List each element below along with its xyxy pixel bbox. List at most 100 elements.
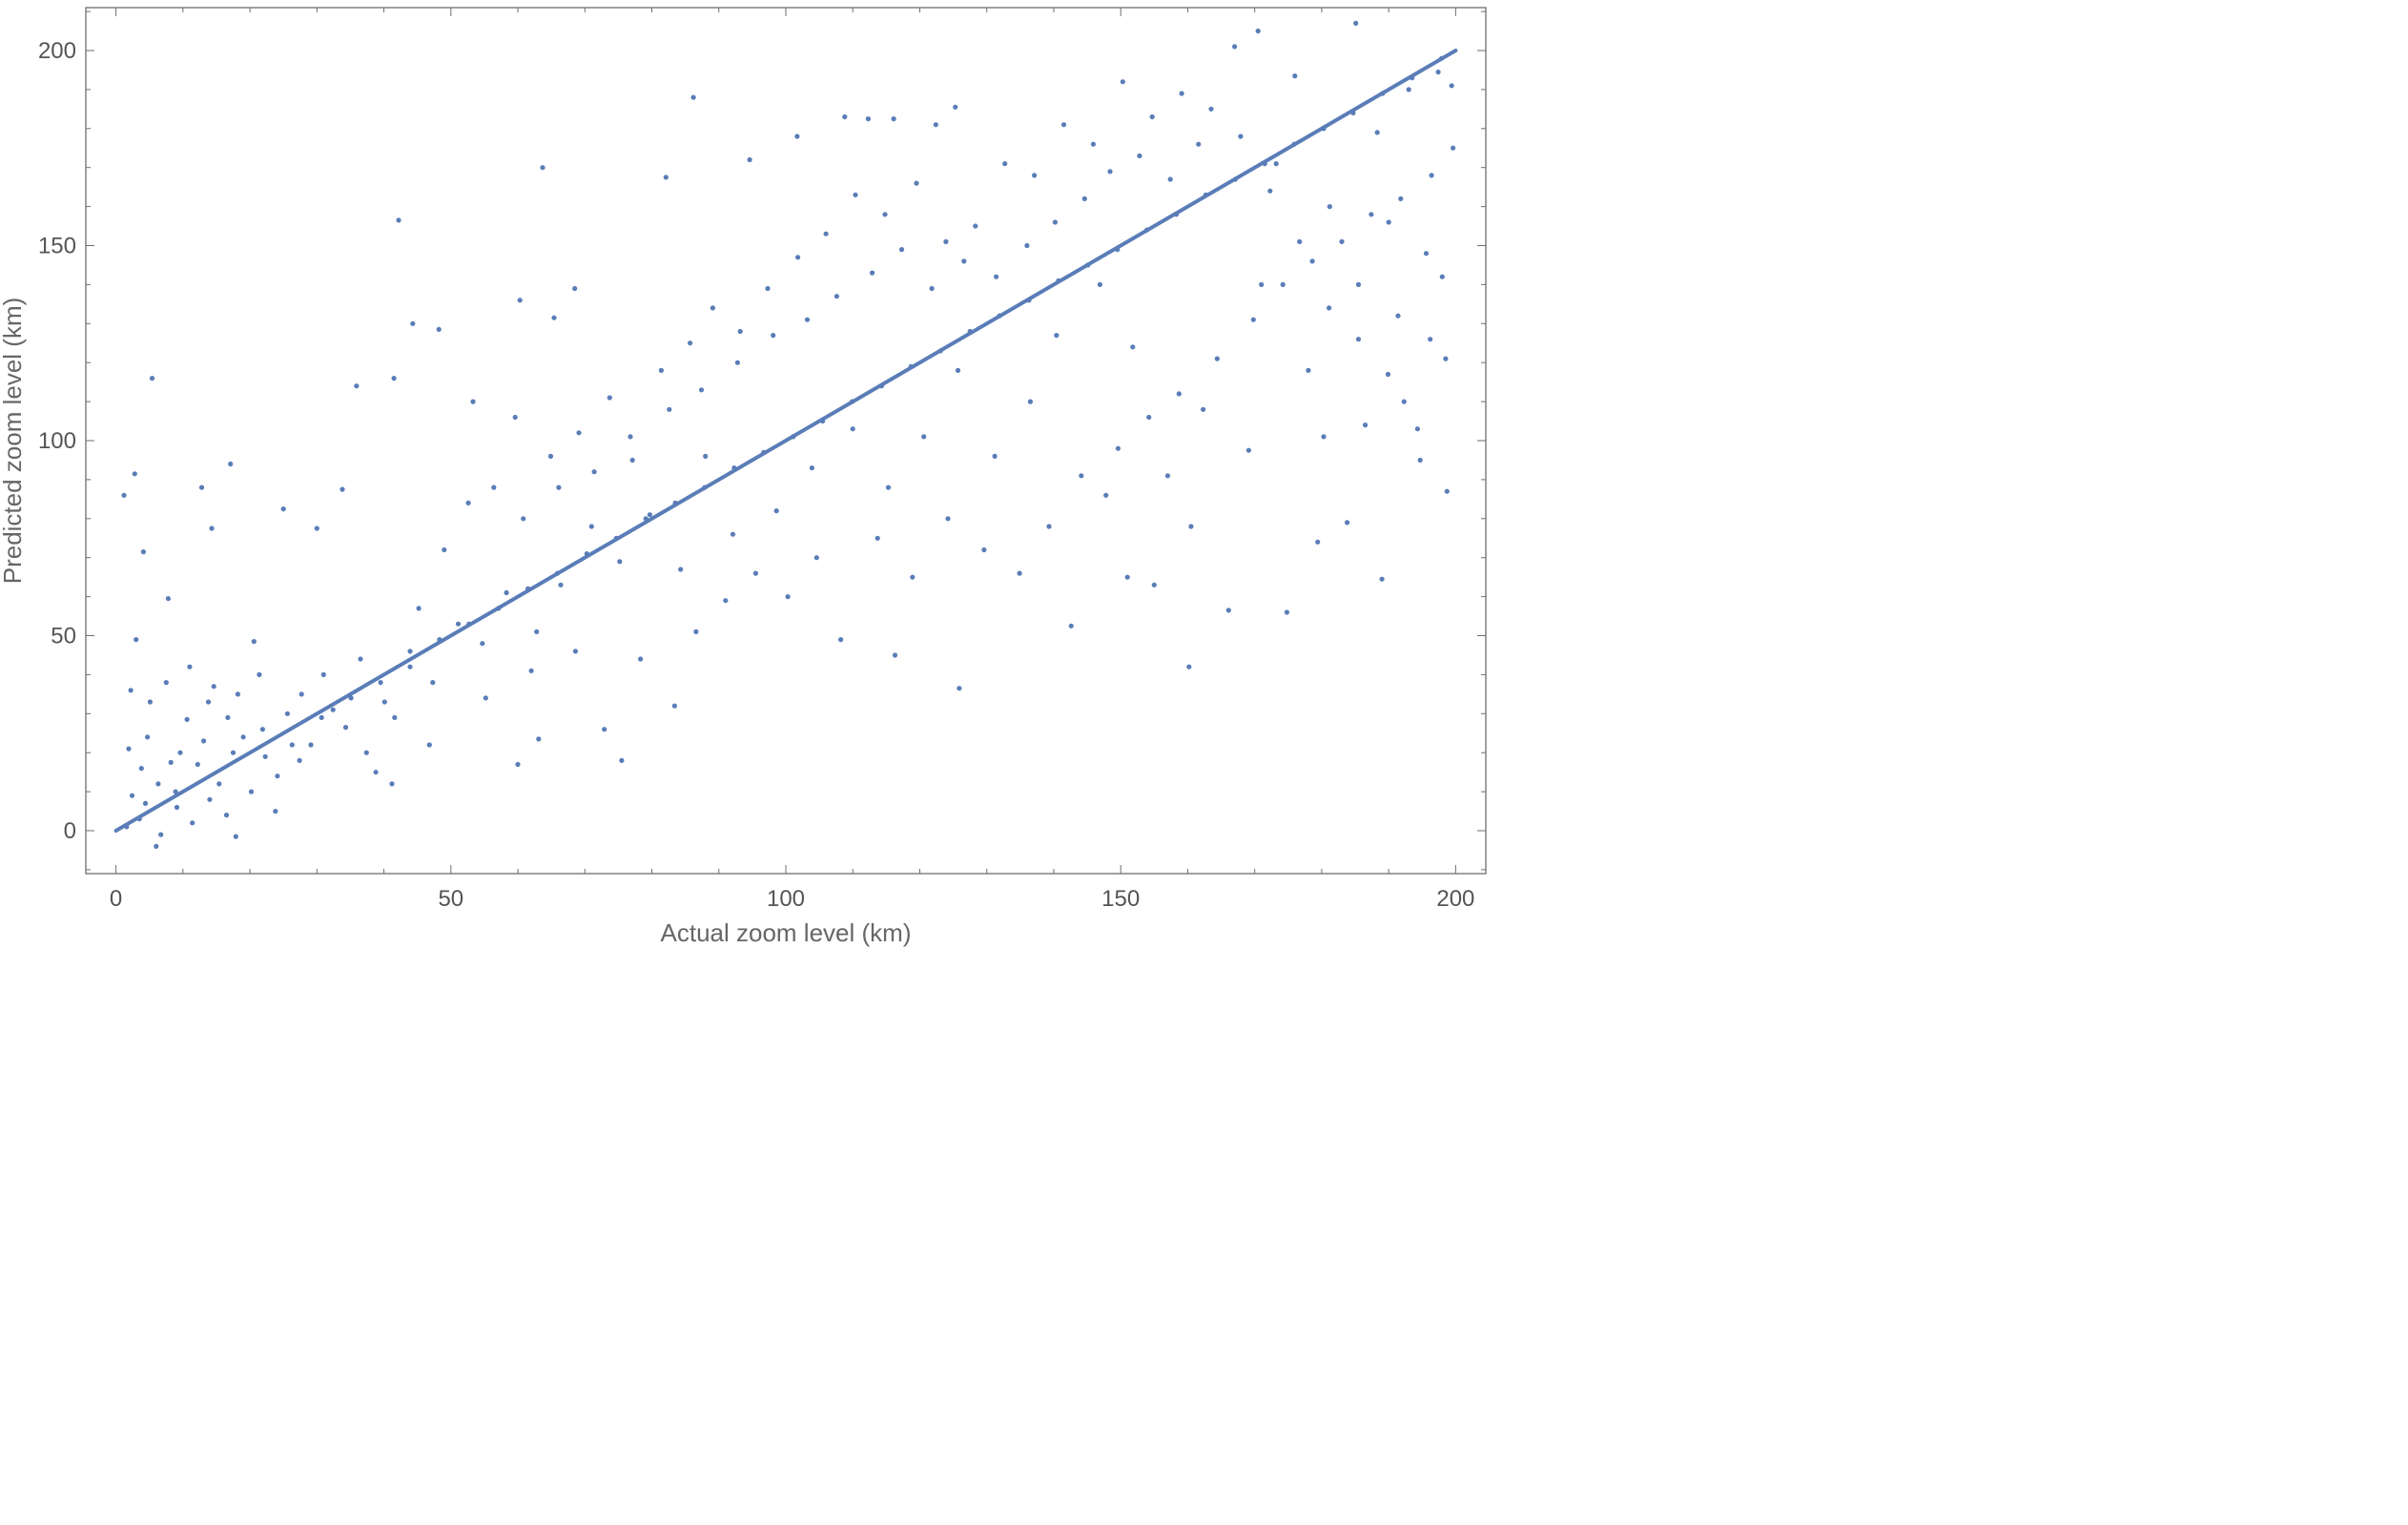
data-point [730,531,736,537]
data-point [658,367,665,373]
data-point [1451,145,1456,151]
data-point [1167,176,1173,182]
data-point [515,761,521,768]
data-point [348,695,354,701]
data-point [491,484,497,490]
data-point [1238,134,1244,139]
data-point [663,175,669,180]
data-point [201,738,207,744]
data-point [174,804,180,811]
data-point [1052,219,1058,225]
data-point [576,430,582,436]
data-point [1032,173,1038,178]
data-point [994,274,999,279]
data-point [747,156,752,163]
data-point [465,500,471,506]
data-point [1423,251,1430,257]
data-point [235,691,240,697]
data-point [1369,212,1374,217]
data-point [1214,356,1220,361]
data-point [953,104,958,110]
data-point [1379,576,1385,582]
data-point [470,399,476,404]
data-point [354,383,360,389]
data-point [297,757,302,764]
data-point [142,800,149,807]
data-point [556,484,562,490]
data-point [1115,445,1121,451]
data-point [1327,204,1332,210]
reference-line-layer [113,48,1458,834]
data-point [1395,313,1401,319]
data-point [771,333,776,339]
data-point [129,793,135,798]
data-point [228,461,234,467]
data-point [442,546,447,553]
data-point [891,116,896,122]
data-point [1081,196,1087,201]
data-point [1355,337,1362,342]
data-point [358,656,363,662]
data-point [1267,188,1273,194]
data-point [1054,333,1060,339]
data-point [933,122,938,128]
data-point [870,270,875,276]
data-point [407,664,413,670]
data-point [850,426,855,432]
data-point [1306,367,1311,373]
data-point [190,820,196,826]
data-point [1398,196,1404,201]
y-axis-title: Predicted zoom level (km) [0,298,27,585]
data-point [1443,356,1449,361]
data-point [320,671,326,678]
data-point [1374,130,1380,135]
data-point [147,699,153,705]
data-point [591,469,597,475]
data-point [1321,434,1327,440]
data-point [914,180,919,186]
data-point [154,843,159,850]
chart-container: 0 50 100 150 200 0 50 100 150 200 Actual zoom lev… [0,0,1491,954]
data-point [407,649,413,654]
data-point [455,621,462,627]
data-point [517,298,523,303]
data-point [230,750,237,755]
data-point [765,285,771,292]
data-point [504,589,509,596]
data-point [177,750,183,755]
data-point [629,457,635,464]
data-point [1164,473,1170,479]
data-point [992,453,998,459]
data-point [737,328,743,335]
y-tick-label: 150 [38,233,76,258]
data-point [209,526,215,531]
data-point [392,714,398,721]
data-point [248,789,255,794]
y-tick-label: 50 [51,624,76,649]
data-point [809,465,815,471]
y-tick-label: 200 [38,38,76,64]
x-tick-label: 150 [1101,886,1140,912]
data-point [1386,219,1391,225]
data-point [1245,447,1251,453]
data-point [752,570,759,576]
data-point [373,770,379,775]
data-point [1309,258,1315,264]
data-point [430,680,436,686]
data-point [314,526,319,531]
data-point [865,116,872,122]
data-point [1176,391,1182,397]
data-point [1079,473,1084,479]
data-point [134,637,139,643]
data-point [319,714,324,721]
data-point [1017,570,1022,576]
data-point [961,258,967,264]
data-point [572,649,579,654]
axis-ticks [86,8,1486,874]
x-tick-label: 200 [1436,886,1474,912]
data-point [121,492,127,498]
data-point [973,223,978,229]
y-tick-label: 100 [38,428,76,454]
data-point [547,453,554,459]
data-point [330,707,336,712]
